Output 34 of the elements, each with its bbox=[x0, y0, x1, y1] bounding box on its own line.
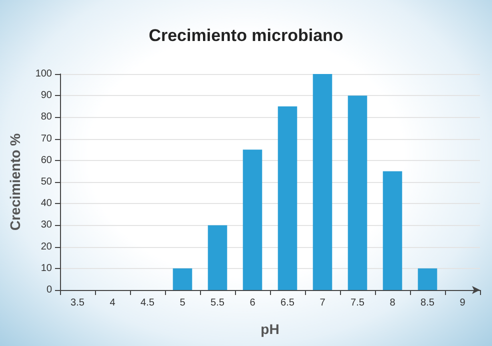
y-tick-label: 20 bbox=[40, 241, 52, 252]
y-tick-label: 50 bbox=[40, 176, 52, 188]
x-tick-label: 8 bbox=[390, 298, 396, 308]
x-axis-title: pH bbox=[260, 321, 280, 337]
bar bbox=[312, 74, 332, 290]
x-tick-label: 4 bbox=[110, 298, 116, 308]
y-tick-label: 30 bbox=[40, 220, 52, 231]
x-tick-label: 6 bbox=[250, 298, 256, 308]
y-tick-label: 60 bbox=[40, 154, 52, 166]
bar bbox=[278, 106, 298, 290]
bar bbox=[382, 171, 402, 290]
y-tick-label: 100 bbox=[35, 68, 52, 80]
bar bbox=[208, 225, 228, 290]
y-tick-label: 70 bbox=[40, 133, 52, 144]
y-tick-label: 40 bbox=[40, 198, 52, 210]
bar bbox=[418, 268, 438, 290]
x-tick-label: 9 bbox=[460, 298, 466, 308]
y-tick-label: 10 bbox=[40, 262, 52, 274]
bar bbox=[348, 96, 368, 290]
x-tick-label: 8.5 bbox=[420, 298, 435, 308]
x-tick-label: 4.5 bbox=[140, 298, 155, 308]
x-tick-label: 7 bbox=[320, 298, 326, 308]
y-tick-label: 0 bbox=[46, 284, 52, 296]
x-tick-label: 7.5 bbox=[350, 298, 365, 308]
y-axis-title: Crecimiento % bbox=[7, 132, 23, 231]
y-tick-label: 80 bbox=[40, 112, 52, 123]
x-tick-label: 5 bbox=[180, 298, 186, 308]
y-tick-label: 90 bbox=[40, 90, 52, 102]
x-tick-label: 3.5 bbox=[70, 298, 85, 308]
x-tick-label: 6.5 bbox=[280, 298, 295, 308]
bar bbox=[242, 150, 262, 290]
x-tick-label: 5.5 bbox=[210, 298, 225, 308]
chart-title: Crecimiento microbiano bbox=[148, 26, 344, 45]
bar bbox=[172, 268, 192, 290]
